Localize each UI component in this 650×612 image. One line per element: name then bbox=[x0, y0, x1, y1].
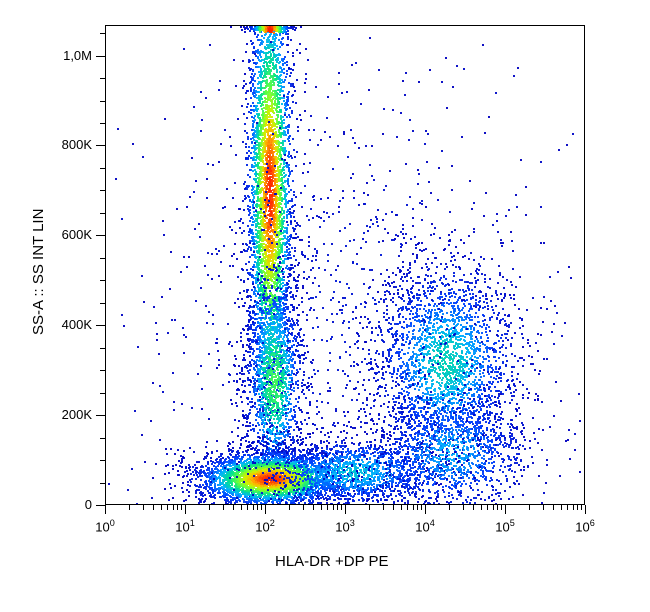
tick-label: 600K bbox=[62, 227, 92, 242]
tick bbox=[573, 505, 574, 510]
tick bbox=[100, 303, 105, 304]
tick bbox=[393, 505, 394, 510]
tick bbox=[529, 505, 530, 510]
tick-label: 0 bbox=[85, 497, 92, 512]
tick bbox=[417, 505, 418, 510]
tick bbox=[501, 505, 502, 510]
tick-label: 1,0M bbox=[63, 48, 92, 63]
tick bbox=[100, 348, 105, 349]
tick-label: 101 bbox=[175, 518, 195, 534]
tick bbox=[129, 505, 130, 510]
tick bbox=[233, 505, 234, 510]
tick bbox=[100, 258, 105, 259]
tick bbox=[481, 505, 482, 510]
tick bbox=[407, 505, 408, 510]
tick bbox=[173, 505, 174, 510]
tick bbox=[96, 235, 105, 236]
tick bbox=[181, 505, 182, 510]
tick bbox=[577, 505, 578, 510]
tick bbox=[401, 505, 402, 510]
tick bbox=[413, 505, 414, 510]
tick bbox=[100, 78, 105, 79]
tick bbox=[449, 505, 450, 510]
tick bbox=[167, 505, 168, 510]
tick bbox=[497, 505, 498, 510]
tick bbox=[100, 438, 105, 439]
tick bbox=[223, 505, 224, 510]
tick bbox=[100, 483, 105, 484]
tick bbox=[341, 505, 342, 510]
tick bbox=[209, 505, 210, 510]
tick bbox=[100, 393, 105, 394]
tick bbox=[100, 33, 105, 34]
tick bbox=[493, 505, 494, 510]
figure: 100 101 102 103 104 105 106 0 200K 400K 600K 800K 1,… bbox=[0, 0, 650, 612]
tick bbox=[105, 505, 106, 514]
tick bbox=[303, 505, 304, 510]
tick bbox=[561, 505, 562, 510]
tick-label: 102 bbox=[255, 518, 275, 534]
tick bbox=[463, 505, 464, 510]
plot-area bbox=[105, 25, 585, 505]
tick bbox=[253, 505, 254, 510]
tick bbox=[247, 505, 248, 510]
y-axis-label: SS-A :: SS INT LIN bbox=[30, 209, 47, 335]
tick bbox=[257, 505, 258, 510]
tick bbox=[383, 505, 384, 510]
tick-label: 103 bbox=[335, 518, 355, 534]
tick bbox=[553, 505, 554, 510]
tick bbox=[96, 145, 105, 146]
tick bbox=[96, 325, 105, 326]
x-axis-label: HLA-DR +DP PE bbox=[275, 553, 389, 570]
tick bbox=[421, 505, 422, 510]
tick bbox=[100, 213, 105, 214]
tick bbox=[313, 505, 314, 510]
tick bbox=[473, 505, 474, 510]
tick bbox=[321, 505, 322, 510]
tick bbox=[261, 505, 262, 510]
tick bbox=[185, 505, 186, 514]
tick bbox=[581, 505, 582, 510]
tick bbox=[96, 415, 105, 416]
tick bbox=[567, 505, 568, 510]
tick bbox=[425, 505, 426, 514]
tick bbox=[143, 505, 144, 510]
tick bbox=[100, 280, 105, 281]
tick bbox=[100, 168, 105, 169]
tick bbox=[265, 505, 266, 514]
tick bbox=[100, 370, 105, 371]
tick-label: 200K bbox=[62, 407, 92, 422]
tick bbox=[543, 505, 544, 510]
tick-label: 106 bbox=[575, 518, 595, 534]
tick bbox=[345, 505, 346, 514]
tick-label: 400K bbox=[62, 317, 92, 332]
tick-label: 100 bbox=[95, 518, 115, 534]
tick bbox=[369, 505, 370, 510]
tick bbox=[337, 505, 338, 510]
tick bbox=[100, 190, 105, 191]
tick bbox=[153, 505, 154, 510]
tick bbox=[100, 123, 105, 124]
tick bbox=[333, 505, 334, 510]
tick bbox=[96, 56, 105, 57]
tick bbox=[241, 505, 242, 510]
tick bbox=[161, 505, 162, 510]
tick bbox=[505, 505, 506, 514]
tick bbox=[100, 101, 105, 102]
tick bbox=[96, 505, 105, 506]
tick bbox=[487, 505, 488, 510]
tick-label: 105 bbox=[495, 518, 515, 534]
tick bbox=[177, 505, 178, 510]
tick-label: 800K bbox=[62, 137, 92, 152]
tick bbox=[289, 505, 290, 510]
tick-label: 104 bbox=[415, 518, 435, 534]
tick bbox=[585, 505, 586, 514]
tick bbox=[100, 460, 105, 461]
tick bbox=[327, 505, 328, 510]
